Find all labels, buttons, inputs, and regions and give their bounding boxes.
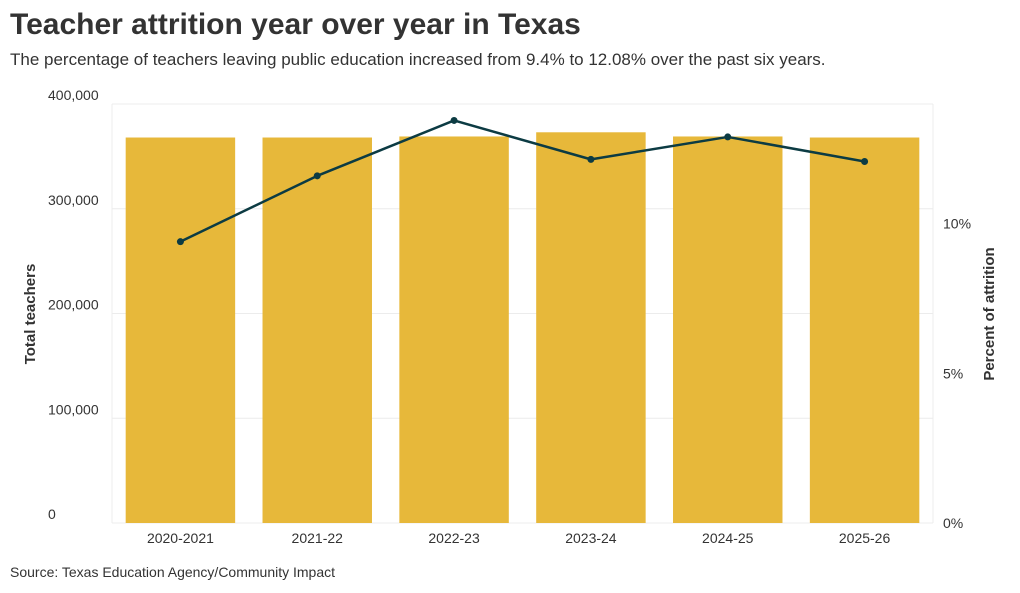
x-tick-label: 2025-26 <box>839 530 891 546</box>
bar <box>536 132 646 523</box>
attrition-point <box>861 157 869 165</box>
y-left-tick-label: 200,000 <box>48 297 99 313</box>
y-right-tick-label: 10% <box>943 216 971 232</box>
bars-layer <box>125 132 920 523</box>
x-axis: 2020-2021 2021-22 2022-23 2023-24 2024-25 202… <box>147 530 891 546</box>
bar <box>125 137 236 523</box>
x-tick-label: 2024-25 <box>702 530 754 546</box>
y-right-tick-label: 0% <box>943 515 963 531</box>
x-tick-label: 2020-2021 <box>147 530 214 546</box>
y-axis-left-title: Total teachers <box>22 264 39 365</box>
gridlines <box>111 103 934 524</box>
y-left-tick-label: 0 <box>48 506 56 522</box>
attrition-line <box>179 119 865 243</box>
x-tick-label: 2021-22 <box>292 530 344 546</box>
x-tick-label: 2022-23 <box>428 530 480 546</box>
bar <box>262 137 372 523</box>
attrition-point <box>450 116 458 124</box>
y-axis-right-title: Percent of attrition <box>981 247 998 380</box>
line-layer <box>176 116 869 246</box>
x-tick-label: 2023-24 <box>565 530 617 546</box>
chart-title: Teacher attrition year over year in Texa… <box>10 8 581 41</box>
bar <box>673 136 783 523</box>
chart-subtitle: The percentage of teachers leaving publi… <box>10 50 826 69</box>
attrition-point <box>587 155 595 163</box>
source-note: Source: Texas Education Agency/Community… <box>10 564 336 580</box>
y-right-tick-label: 5% <box>943 365 963 381</box>
attrition-point <box>724 133 732 141</box>
bar <box>399 136 509 523</box>
y-axis-right: 0% 5% 10% <box>943 216 971 531</box>
y-left-tick-label: 400,000 <box>48 87 99 103</box>
y-left-tick-label: 300,000 <box>48 192 99 208</box>
y-left-tick-label: 100,000 <box>48 401 99 417</box>
y-axis-left: 0 100,000 200,000 300,000 400,000 <box>48 87 99 522</box>
bar <box>809 137 920 523</box>
attrition-point <box>313 172 321 180</box>
attrition-point <box>176 238 184 246</box>
